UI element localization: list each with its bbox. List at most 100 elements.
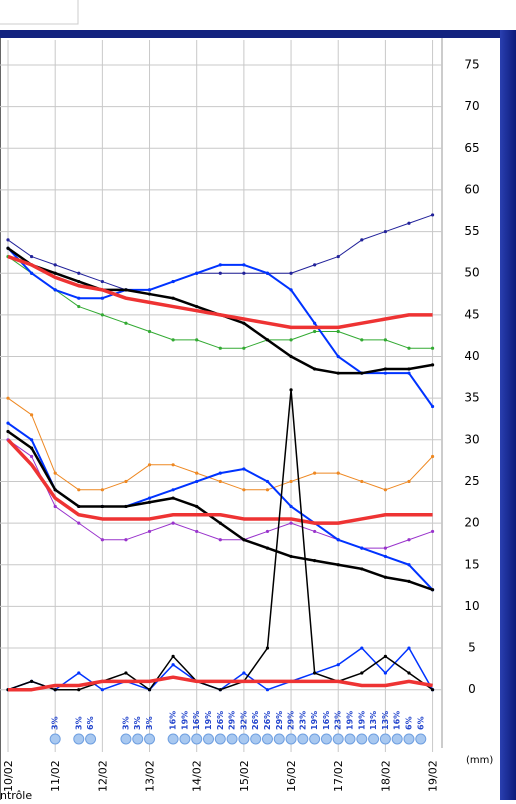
series-point [430, 688, 435, 692]
series-point [171, 488, 175, 492]
series-point [242, 263, 246, 267]
series-point [407, 346, 411, 350]
y-tick-label: 20 [464, 516, 479, 530]
series-point [171, 496, 175, 500]
series-point [407, 221, 411, 225]
series-point [124, 321, 128, 325]
snow-probability: 23% [298, 711, 307, 730]
series-point [430, 529, 435, 534]
series-point [265, 338, 270, 342]
snow-probability: 19% [346, 711, 355, 730]
series-point [218, 688, 222, 692]
snow-probability: 16% [192, 711, 201, 730]
series-point [53, 471, 57, 475]
series-point [265, 488, 270, 492]
series-point [242, 538, 246, 542]
series-point [195, 304, 199, 309]
series-point [6, 246, 10, 250]
series-point [53, 288, 57, 292]
series-point [195, 471, 199, 475]
snow-flake [144, 733, 156, 745]
series-point [313, 321, 317, 325]
series-point [336, 371, 340, 375]
series-point [195, 504, 199, 509]
series-point [218, 471, 222, 475]
series-point [242, 321, 246, 325]
x-tick-label: 11/02 [49, 760, 62, 792]
snow-flake [332, 733, 344, 745]
y-tick-label: 75 [464, 57, 479, 71]
y-tick-label: 0 [468, 682, 476, 696]
series-point [430, 588, 435, 592]
snow-probability: 19% [357, 711, 366, 730]
y-tick-label: 60 [464, 182, 479, 196]
snow-flake [309, 733, 321, 745]
series-point [218, 346, 222, 350]
series-point [360, 546, 364, 550]
series-point [242, 671, 246, 675]
x-tick-label: 19/02 [427, 760, 440, 792]
snow-probability: 29% [287, 711, 296, 730]
snow-probability: 19% [204, 711, 213, 730]
series-point [265, 479, 270, 484]
series-point [407, 671, 411, 675]
series-point [242, 467, 246, 471]
series-point [336, 254, 340, 259]
y-tick-label: 5 [468, 641, 476, 655]
unit-label: (mm) [466, 755, 493, 766]
series-point [77, 271, 81, 275]
series-line [8, 675, 433, 692]
series-point [313, 671, 317, 675]
series-point [430, 346, 435, 350]
snow-probability: 3% [145, 716, 154, 730]
y-tick-label: 70 [464, 99, 479, 113]
series-point [30, 413, 34, 417]
snow-probability: 6% [404, 716, 413, 730]
x-tick-label: 10/02 [2, 760, 15, 792]
series-point [30, 271, 34, 275]
series-point [407, 579, 411, 584]
y-tick-label: 30 [464, 432, 479, 446]
series-point [289, 271, 293, 275]
series-point [77, 279, 81, 284]
series-point [383, 575, 387, 579]
series-point [313, 529, 317, 534]
series-point [77, 688, 81, 692]
snow-flake [191, 733, 203, 745]
series-point [53, 263, 57, 267]
snow-probability: 23% [334, 711, 343, 730]
snow-flake [273, 733, 285, 745]
series-point [171, 463, 175, 467]
series-point [383, 671, 387, 675]
snow-flake [49, 733, 61, 745]
series-point [30, 438, 34, 442]
series-point [171, 279, 175, 284]
side-band [500, 30, 516, 800]
snow-flake [85, 733, 97, 745]
series-point [383, 229, 387, 234]
series-point [195, 338, 199, 342]
series-point [124, 504, 128, 509]
series-point [265, 546, 270, 550]
series-point [77, 296, 81, 300]
series-point [171, 521, 175, 525]
series-point [289, 554, 293, 559]
snow-flake [379, 733, 391, 745]
snow-probability: 13% [381, 711, 390, 730]
snow-probability: 6% [416, 716, 425, 730]
series-point [100, 538, 104, 542]
series-point [30, 454, 34, 459]
snow-flake [73, 733, 85, 745]
series-point [30, 254, 34, 259]
snow-flake [344, 733, 356, 745]
snow-flake [320, 733, 332, 745]
series-point [53, 504, 57, 509]
footer-text: ntrôle [0, 789, 32, 800]
x-tick-label: 12/02 [96, 760, 109, 792]
snow-probability: 32% [239, 711, 248, 730]
series-point [265, 529, 270, 534]
series-point [6, 421, 10, 425]
series-point [289, 338, 293, 342]
